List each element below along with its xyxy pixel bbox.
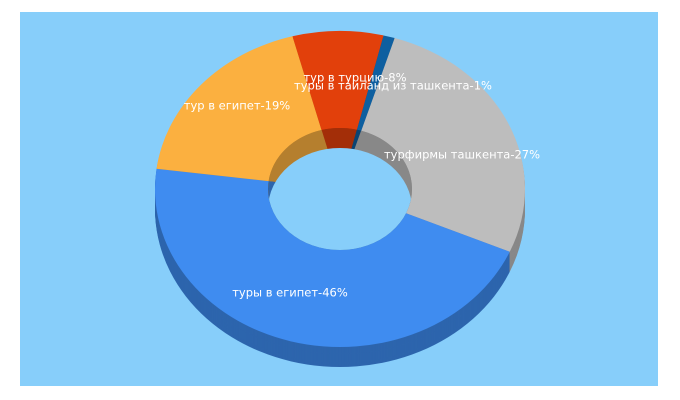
inner-wall (268, 128, 340, 189)
slice-label: тур в турцию-8% (303, 71, 406, 85)
slice-label: турфирмы ташкента-27% (384, 148, 540, 162)
slice-label: туры в таиланд из ташкента-1% (294, 79, 492, 93)
slice-label: тур в египет-19% (184, 99, 291, 113)
slice (356, 35, 395, 131)
slice (361, 38, 525, 252)
slice (156, 36, 322, 182)
donut-hole (268, 128, 412, 250)
slice (292, 30, 384, 131)
slice-label: туры в египет-46% (232, 286, 348, 300)
slice (155, 168, 510, 348)
hole-floor (268, 148, 412, 250)
